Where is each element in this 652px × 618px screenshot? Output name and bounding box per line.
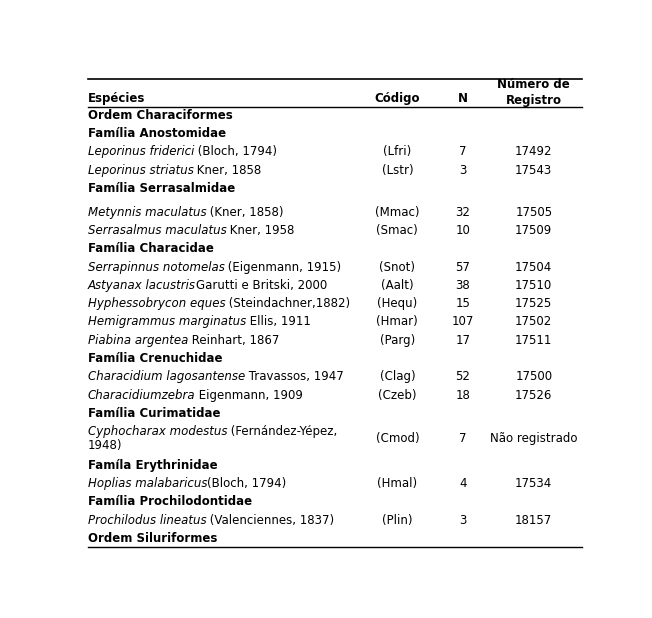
Text: Serrasalmus maculatus: Serrasalmus maculatus	[87, 224, 226, 237]
Text: (Kner, 1858): (Kner, 1858)	[206, 206, 284, 219]
Text: Kner, 1858: Kner, 1858	[194, 164, 261, 177]
Text: Ellis, 1911: Ellis, 1911	[246, 315, 311, 328]
Text: Metynnis maculatus: Metynnis maculatus	[87, 206, 206, 219]
Text: Piabina argentea: Piabina argentea	[87, 334, 188, 347]
Text: Astyanax lacustris: Astyanax lacustris	[87, 279, 196, 292]
Text: 17502: 17502	[515, 315, 552, 328]
Text: (Lstr): (Lstr)	[381, 164, 413, 177]
Text: (Hmar): (Hmar)	[376, 315, 418, 328]
Text: 18: 18	[456, 389, 471, 402]
Text: (Hmal): (Hmal)	[378, 477, 417, 490]
Text: (Eigenmann, 1915): (Eigenmann, 1915)	[224, 261, 342, 274]
Text: 57: 57	[456, 261, 471, 274]
Text: Eigenmann, 1909: Eigenmann, 1909	[195, 389, 303, 402]
Text: 17: 17	[456, 334, 471, 347]
Text: Garutti e Britski, 2000: Garutti e Britski, 2000	[196, 279, 327, 292]
Text: (Smac): (Smac)	[376, 224, 418, 237]
Text: 38: 38	[456, 279, 470, 292]
Text: Não registrado: Não registrado	[490, 432, 578, 445]
Text: 17504: 17504	[515, 261, 552, 274]
Text: 17500: 17500	[515, 370, 552, 383]
Text: (Clag): (Clag)	[379, 370, 415, 383]
Text: 17534: 17534	[515, 477, 552, 490]
Text: Código: Código	[374, 92, 420, 105]
Text: (Valenciennes, 1837): (Valenciennes, 1837)	[206, 514, 334, 527]
Text: (Snot): (Snot)	[379, 261, 415, 274]
Text: 15: 15	[456, 297, 471, 310]
Text: Famíla Erythrinidae: Famíla Erythrinidae	[87, 459, 217, 472]
Text: 17509: 17509	[515, 224, 552, 237]
Text: (Bloch, 1794): (Bloch, 1794)	[194, 145, 277, 158]
Text: (Lfri): (Lfri)	[383, 145, 411, 158]
Text: Characidiumzebra: Characidiumzebra	[87, 389, 195, 402]
Text: (Parg): (Parg)	[379, 334, 415, 347]
Text: (Steindachner,1882): (Steindachner,1882)	[225, 297, 350, 310]
Text: 7: 7	[459, 432, 467, 445]
Text: (Czeb): (Czeb)	[378, 389, 417, 402]
Text: Serrapinnus notomelas: Serrapinnus notomelas	[87, 261, 224, 274]
Text: (Bloch, 1794): (Bloch, 1794)	[207, 477, 286, 490]
Text: Família Prochilodontidae: Família Prochilodontidae	[87, 496, 252, 509]
Text: 107: 107	[452, 315, 474, 328]
Text: 32: 32	[456, 206, 471, 219]
Text: 17525: 17525	[515, 297, 552, 310]
Text: 17492: 17492	[515, 145, 552, 158]
Text: 7: 7	[459, 145, 467, 158]
Text: Leporinus friderici: Leporinus friderici	[87, 145, 194, 158]
Text: 10: 10	[456, 224, 471, 237]
Text: Hemigrammus marginatus: Hemigrammus marginatus	[87, 315, 246, 328]
Text: 17510: 17510	[515, 279, 552, 292]
Text: 18157: 18157	[515, 514, 552, 527]
Text: 3: 3	[459, 164, 467, 177]
Text: Reinhart, 1867: Reinhart, 1867	[188, 334, 279, 347]
Text: Prochilodus lineatus: Prochilodus lineatus	[87, 514, 206, 527]
Text: 17526: 17526	[515, 389, 552, 402]
Text: Travassos, 1947: Travassos, 1947	[244, 370, 344, 383]
Text: 52: 52	[456, 370, 471, 383]
Text: 4: 4	[459, 477, 467, 490]
Text: 3: 3	[459, 514, 467, 527]
Text: 17511: 17511	[515, 334, 552, 347]
Text: (Aalt): (Aalt)	[381, 279, 413, 292]
Text: (Fernández-Yépez,: (Fernández-Yépez,	[227, 425, 337, 438]
Text: N: N	[458, 92, 468, 105]
Text: 17505: 17505	[515, 206, 552, 219]
Text: Cyphocharax modestus: Cyphocharax modestus	[87, 425, 227, 438]
Text: Família Crenuchidae: Família Crenuchidae	[87, 352, 222, 365]
Text: (Mmac): (Mmac)	[375, 206, 420, 219]
Text: Número de
Registro: Número de Registro	[497, 78, 570, 107]
Text: (Hequ): (Hequ)	[378, 297, 417, 310]
Text: Família Serrasalmidae: Família Serrasalmidae	[87, 182, 235, 195]
Text: (Cmod): (Cmod)	[376, 432, 419, 445]
Text: Família Characidae: Família Characidae	[87, 242, 213, 255]
Text: (Plin): (Plin)	[382, 514, 413, 527]
Text: Ordem Siluriformes: Ordem Siluriformes	[87, 532, 217, 545]
Text: Hoplias malabaricus: Hoplias malabaricus	[87, 477, 207, 490]
Text: Kner, 1958: Kner, 1958	[226, 224, 295, 237]
Text: Leporinus striatus: Leporinus striatus	[87, 164, 194, 177]
Text: Hyphessobrycon eques: Hyphessobrycon eques	[87, 297, 225, 310]
Text: 1948): 1948)	[87, 439, 122, 452]
Text: 17543: 17543	[515, 164, 552, 177]
Text: Família Anostomidae: Família Anostomidae	[87, 127, 226, 140]
Text: Espécies: Espécies	[87, 92, 145, 105]
Text: Família Curimatidae: Família Curimatidae	[87, 407, 220, 420]
Text: Ordem Characiformes: Ordem Characiformes	[87, 109, 232, 122]
Text: Characidium lagosantense: Characidium lagosantense	[87, 370, 244, 383]
